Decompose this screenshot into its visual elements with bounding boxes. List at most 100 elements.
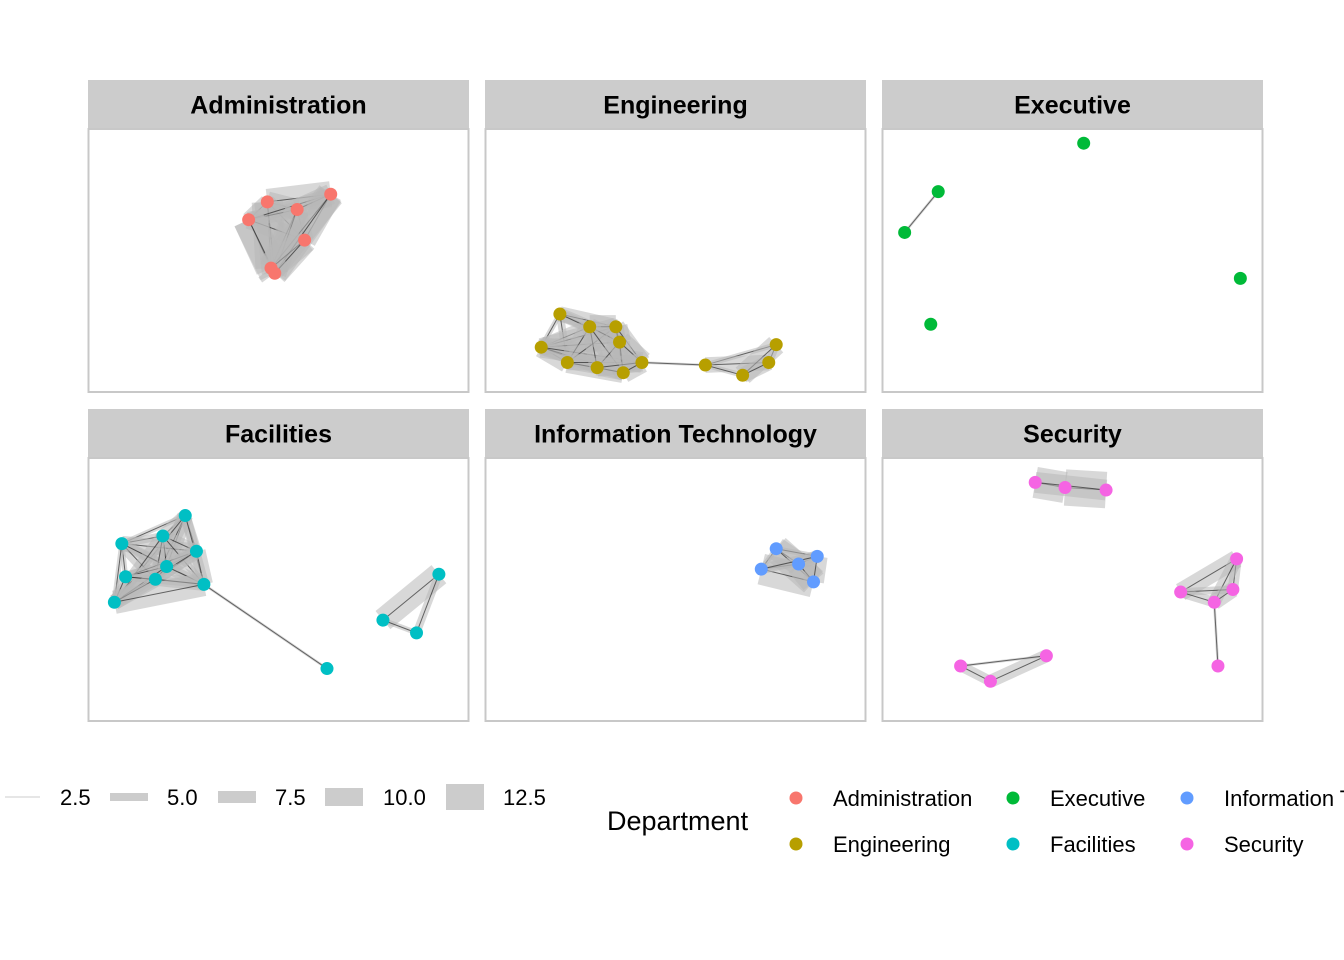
node [242, 213, 256, 227]
node [983, 674, 997, 688]
node [268, 266, 282, 280]
legend-label: Executive [1050, 786, 1145, 811]
node [1211, 659, 1225, 673]
node [583, 320, 597, 334]
node [107, 595, 121, 609]
node [160, 560, 174, 574]
node [115, 537, 129, 551]
width-key [325, 788, 363, 806]
node [931, 185, 945, 199]
node [635, 356, 649, 369]
node [613, 335, 627, 349]
nodes [754, 542, 824, 589]
legend-key [1006, 837, 1020, 851]
node [290, 203, 304, 216]
node [1077, 136, 1091, 150]
panel-facilities: Facilities [87, 409, 470, 722]
node [560, 356, 574, 369]
legend-label: Information T [1224, 786, 1344, 811]
node [769, 338, 783, 352]
facet-strip-label: Administration [190, 92, 366, 120]
panel-engineering: Engineering [484, 80, 867, 393]
node [769, 542, 783, 556]
node [1226, 583, 1240, 596]
edge-core [203, 583, 328, 669]
node [410, 626, 424, 640]
node [924, 317, 938, 331]
edge-core [641, 362, 706, 366]
node [534, 340, 548, 354]
legend-key [1180, 791, 1194, 805]
node [1058, 481, 1072, 494]
width-legend-label: 5.0 [167, 785, 198, 810]
width-key [218, 791, 256, 803]
node [1230, 552, 1244, 566]
facet-strip-label: Executive [1014, 92, 1131, 120]
node [810, 549, 824, 563]
node [119, 570, 133, 584]
edge-core [1213, 602, 1219, 667]
node [376, 613, 390, 627]
node [260, 195, 274, 209]
facet-strip-label: Information Technology [534, 421, 817, 449]
width-legend-label: 7.5 [275, 785, 306, 810]
node [754, 562, 768, 576]
node [189, 544, 203, 558]
facet-strip-label: Security [1023, 421, 1122, 449]
edge-core [416, 574, 440, 634]
node [898, 225, 912, 239]
node [609, 320, 623, 334]
node [178, 509, 192, 523]
width-legend-label: 10.0 [383, 785, 426, 810]
edge-core [114, 583, 204, 603]
node [197, 577, 211, 591]
node [432, 567, 446, 581]
node [1233, 271, 1247, 285]
legend-label: Engineering [833, 832, 950, 857]
node [148, 572, 162, 586]
panel-information-technology: Information Technology [484, 409, 867, 722]
edge-core [904, 191, 939, 233]
legend-key [789, 791, 803, 805]
legend-key [1180, 837, 1194, 851]
facet-strip [88, 80, 469, 129]
facet-strip-label: Facilities [225, 421, 332, 449]
node [698, 358, 712, 372]
facet-strip [882, 409, 1263, 458]
panel-background [881, 128, 1264, 393]
legend-title: Department [607, 806, 749, 836]
node [324, 187, 338, 201]
node [736, 368, 750, 382]
facet-strip [485, 80, 866, 129]
width-key [110, 793, 148, 801]
legend-label: Facilities [1050, 832, 1136, 857]
edge-core [382, 573, 440, 621]
node [616, 366, 630, 380]
width-legend-label: 2.5 [60, 785, 91, 810]
facet-strip [882, 80, 1263, 129]
edge-width-legend: 2.5 5.0 7.5 10.0 12.5 [5, 784, 546, 810]
node [298, 233, 312, 247]
node [1099, 483, 1113, 497]
edge-core [990, 655, 1047, 682]
node [1039, 649, 1053, 663]
legend-key [789, 837, 803, 851]
width-key [446, 784, 484, 810]
node [1207, 595, 1221, 609]
edges [757, 538, 828, 598]
nodes [954, 475, 1244, 688]
panel-security: Security [881, 409, 1264, 722]
legend-label: Security [1224, 832, 1303, 857]
node [1028, 475, 1042, 489]
facet-strip [485, 409, 866, 458]
nodes [107, 509, 446, 676]
nodes [242, 187, 338, 280]
panel-administration: Administration [87, 80, 470, 393]
node [156, 529, 170, 543]
edge-core [761, 555, 818, 570]
width-legend-label: 12.5 [503, 785, 546, 810]
node [807, 575, 821, 589]
panel-executive: Executive [881, 80, 1264, 393]
nodes [898, 136, 1247, 331]
